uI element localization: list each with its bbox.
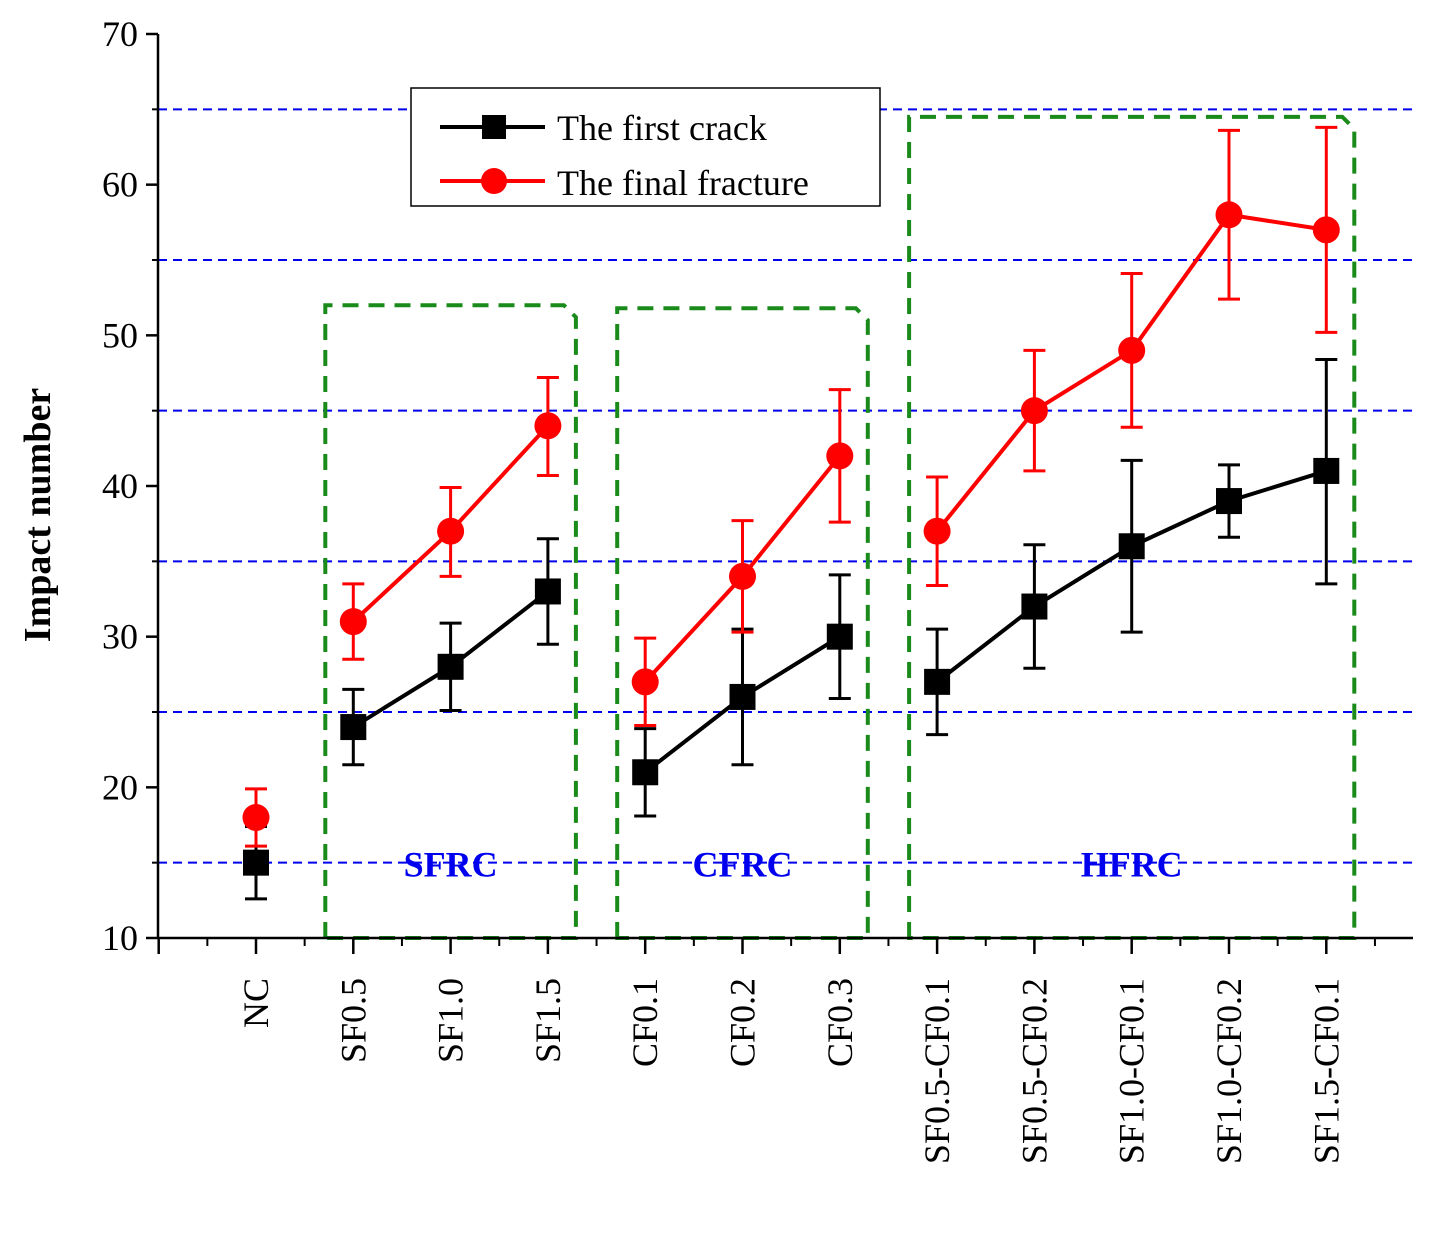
group-box-hfrc: [907, 114, 1357, 940]
y-tick-label-20: 20: [102, 767, 138, 807]
point-1-9: [1118, 336, 1146, 364]
series-the-first-crack: [243, 357, 1340, 901]
group-box-sfrc: [323, 303, 578, 940]
point-1-7: [923, 517, 951, 545]
point-0-2: [437, 653, 464, 680]
group-label-hfrc: HFRC: [1081, 845, 1183, 885]
point-0-9: [1118, 533, 1145, 560]
point-1-1: [339, 608, 367, 636]
x-tick-label-sf1-5-cf0-1: SF1.5-CF0.1: [1306, 978, 1346, 1164]
series-layer: [242, 125, 1340, 901]
axes: 10 20 30 40 50 60 70 NC SF0.5 SF1.0 SF1.5 CF0.1 CF0.…: [102, 14, 1413, 1164]
x-tick-label-sf1-0-cf0-2: SF1.0-CF0.2: [1209, 978, 1249, 1164]
point-1-11: [1312, 216, 1340, 244]
point-1-2: [437, 517, 465, 545]
point-0-11: [1313, 457, 1340, 484]
point-0-7: [924, 668, 951, 695]
point-1-3: [534, 412, 562, 440]
point-1-4: [631, 668, 659, 696]
series-the-final-fracture: [242, 125, 1340, 848]
point-0-1: [340, 714, 367, 741]
x-tick-label-sf0-5-cf0-2: SF0.5-CF0.2: [1014, 978, 1054, 1164]
x-tick-label-sf1-0-cf0-1: SF1.0-CF0.1: [1112, 978, 1152, 1164]
y-tick-label-60: 60: [102, 165, 138, 205]
point-0-5: [729, 683, 756, 710]
point-1-0: [242, 803, 270, 831]
y-tick-label-70: 70: [102, 14, 138, 54]
y-tick-label-30: 30: [102, 617, 138, 657]
x-tick-label-cf0-1: CF0.1: [625, 978, 665, 1067]
x-tick-label-nc: NC: [236, 978, 276, 1028]
x-tick-label-sf1-0: SF1.0: [431, 978, 471, 1063]
legend-label-first-crack: The first crack: [557, 108, 767, 148]
group-label-sfrc: SFRC: [404, 845, 498, 885]
point-0-10: [1216, 488, 1242, 515]
point-0-8: [1021, 593, 1048, 620]
y-tick-label-10: 10: [102, 918, 138, 958]
point-0-6: [826, 623, 853, 650]
point-0-0: [243, 849, 269, 876]
point-1-10: [1215, 201, 1243, 229]
y-axis-title: Impact number: [17, 388, 59, 643]
x-tick-label-cf0-2: CF0.2: [723, 978, 763, 1067]
point-0-4: [632, 759, 659, 786]
legend-marker-first-crack: [482, 115, 506, 139]
y-tick-label-40: 40: [102, 466, 138, 506]
point-1-8: [1020, 397, 1048, 425]
point-1-5: [729, 562, 756, 590]
y-tick-label-50: 50: [102, 315, 138, 355]
group-label-cfrc: CFRC: [693, 845, 793, 885]
legend-marker-final-fracture: [481, 168, 507, 194]
point-0-3: [534, 578, 561, 605]
x-tick-label-cf0-3: CF0.3: [820, 978, 860, 1067]
legend: The first crack The final fracture: [410, 87, 881, 207]
point-1-6: [826, 442, 854, 470]
x-tick-label-sf1-5: SF1.5: [528, 978, 568, 1063]
group-boxes: SFRC CFRC HFRC: [323, 114, 1357, 940]
x-tick-label-sf0-5: SF0.5: [333, 978, 373, 1063]
x-tick-label-sf0-5-cf0-1: SF0.5-CF0.1: [917, 978, 957, 1164]
legend-label-final-fracture: The final fracture: [557, 163, 809, 203]
